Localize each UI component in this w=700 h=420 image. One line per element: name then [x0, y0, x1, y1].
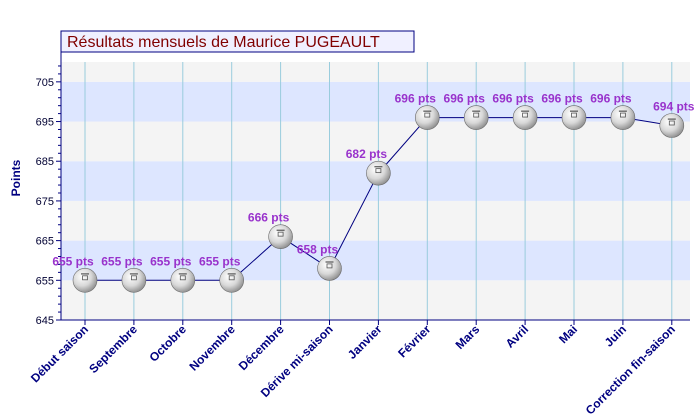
- ping-pong-ball-icon: [512, 105, 538, 130]
- data-label: 655 pts: [52, 254, 94, 268]
- ball-logo-mark: [374, 166, 383, 168]
- ball-logo-mark: [521, 110, 530, 112]
- ball-logo-mark: [570, 110, 578, 112]
- ball-logo-mark: [620, 112, 626, 118]
- data-point: [366, 160, 391, 186]
- x-tick-label: Avril: [503, 322, 531, 350]
- ball-logo-mark: [130, 275, 137, 281]
- data-point: [463, 105, 489, 130]
- data-point: [121, 268, 147, 293]
- x-tick-label: Février: [395, 322, 433, 360]
- ball-logo-mark: [129, 273, 138, 275]
- chart-title: Résultats mensuels de Maurice PUGEAULT: [67, 34, 380, 51]
- y-tick-label: 655: [36, 275, 54, 287]
- ping-pong-ball-icon: [463, 105, 489, 130]
- ball-logo-mark: [277, 231, 284, 237]
- x-tick-label: Janvier: [345, 322, 385, 362]
- data-label: 696 pts: [590, 92, 632, 106]
- x-tick-label: Octobre: [146, 322, 189, 365]
- ball-logo-mark: [178, 273, 187, 275]
- data-point: [219, 268, 244, 293]
- data-point: [561, 105, 587, 130]
- chart-title-box: Résultats mensuels de Maurice PUGEAULT: [60, 30, 415, 53]
- ping-pong-ball-icon: [268, 224, 293, 249]
- ball-logo-mark: [472, 110, 481, 112]
- x-tick-label: Décembre: [236, 322, 287, 373]
- data-label: 655 pts: [150, 254, 192, 268]
- ball-logo-mark: [228, 275, 235, 281]
- x-tick-label: Mars: [453, 322, 483, 352]
- ping-pong-ball-icon: [121, 268, 147, 293]
- ping-pong-ball-icon: [317, 256, 342, 281]
- data-label: 655 pts: [101, 254, 143, 268]
- ping-pong-ball-icon: [72, 268, 98, 293]
- data-point: [72, 268, 98, 293]
- ball-logo-mark: [81, 273, 89, 275]
- data-point: [512, 105, 538, 130]
- ball-logo-mark: [424, 112, 431, 118]
- data-label: 696 pts: [541, 92, 583, 106]
- x-tick-label: Mai: [556, 322, 580, 346]
- ping-pong-ball-icon: [659, 113, 685, 138]
- ping-pong-ball-icon: [366, 160, 391, 186]
- x-tick-label: Juin: [602, 322, 629, 349]
- data-point: [317, 256, 342, 281]
- data-label: 655 pts: [199, 254, 241, 268]
- ping-pong-ball-icon: [610, 105, 636, 130]
- x-tick-label: Septembre: [86, 322, 140, 376]
- data-point: [414, 105, 440, 130]
- data-label: 666 pts: [248, 211, 290, 225]
- ball-logo-mark: [179, 275, 186, 281]
- ball-logo-mark: [571, 112, 577, 118]
- data-label: 696 pts: [492, 92, 534, 106]
- background-band: [61, 240, 690, 281]
- data-point: [610, 105, 636, 130]
- data-label: 696 pts: [395, 92, 437, 106]
- data-label: 658 pts: [297, 242, 339, 256]
- y-axis-label: Points: [9, 159, 23, 196]
- x-tick-label: Correction fin-saison: [583, 322, 678, 417]
- ball-logo-mark: [227, 273, 236, 275]
- background-band: [61, 200, 690, 241]
- ping-pong-ball-icon: [170, 268, 196, 293]
- background-band: [61, 121, 690, 162]
- ball-logo-mark: [618, 110, 627, 112]
- y-tick-label: 675: [36, 196, 54, 208]
- x-tick-label: Début saison: [28, 322, 91, 385]
- y-tick-label: 695: [36, 117, 54, 129]
- x-tick-label: Novembre: [186, 322, 238, 374]
- ping-pong-ball-icon: [561, 105, 587, 130]
- ball-logo-mark: [668, 120, 675, 126]
- data-label: 696 pts: [444, 92, 486, 106]
- ball-logo-mark: [276, 229, 285, 231]
- background-band: [61, 280, 690, 320]
- ball-logo-mark: [326, 263, 333, 269]
- y-tick-label: 645: [36, 315, 54, 327]
- ball-logo-mark: [325, 261, 334, 263]
- data-label: 694 pts: [653, 100, 695, 114]
- y-tick-label: 705: [36, 77, 54, 89]
- background-band: [61, 62, 690, 82]
- data-label: 682 pts: [346, 147, 388, 161]
- ball-logo-mark: [375, 168, 382, 174]
- ping-pong-ball-icon: [414, 105, 440, 130]
- ball-logo-mark: [82, 275, 88, 281]
- ping-pong-ball-icon: [219, 268, 244, 293]
- data-point: [659, 113, 685, 138]
- ball-logo-mark: [522, 112, 528, 118]
- data-point: [268, 224, 293, 249]
- y-tick-label: 685: [36, 156, 54, 168]
- ball-logo-mark: [423, 110, 432, 112]
- ball-logo-mark: [473, 112, 480, 118]
- data-point: [170, 268, 196, 293]
- y-tick-label: 665: [36, 236, 54, 248]
- ball-logo-mark: [667, 118, 676, 120]
